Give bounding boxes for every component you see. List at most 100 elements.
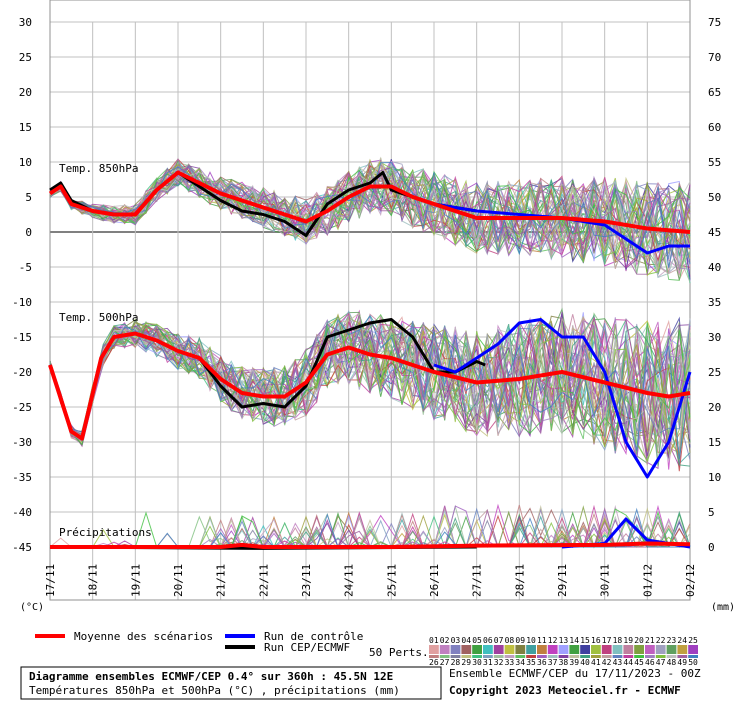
x-tick-label: 27/11	[471, 564, 484, 597]
pert-number: 24	[677, 636, 687, 645]
pert-number: 13	[559, 636, 569, 645]
pert-number: 21	[645, 636, 655, 645]
y-tick-label-left: -30	[12, 436, 32, 449]
series-line-t850	[48, 170, 691, 234]
y-tick-label-left: 0	[25, 226, 32, 239]
pert-number: 26	[429, 658, 439, 667]
pert-number: 16	[591, 636, 601, 645]
pert-number: 25	[688, 636, 698, 645]
footer-copyright: Copyright 2023 Meteociel.fr - ECMWF	[449, 684, 681, 697]
pert-number: 33	[505, 658, 515, 667]
x-tick-label: 28/11	[513, 564, 526, 597]
x-tick-label: 20/11	[172, 564, 185, 597]
pert-swatch	[569, 655, 580, 658]
pert-number: 29	[461, 658, 471, 667]
pert-swatch	[591, 655, 601, 658]
pert-number: 35	[526, 658, 536, 667]
pert-number: 11	[537, 636, 547, 645]
pert-swatch	[623, 645, 634, 654]
pert-swatch	[601, 645, 612, 654]
pert-number: 14	[569, 636, 579, 645]
pert-swatch	[472, 655, 482, 658]
pert-swatch	[439, 645, 450, 654]
pert-number: 45	[634, 658, 644, 667]
x-tick-label: 18/11	[87, 564, 100, 597]
pert-number: 04	[461, 636, 471, 645]
ensemble-member-t500	[49, 317, 691, 442]
pert-number: 19	[623, 636, 633, 645]
x-tick-label: 23/11	[300, 564, 313, 597]
pert-swatch	[688, 655, 698, 658]
pert-swatch	[666, 655, 677, 658]
pert-swatch	[429, 655, 439, 658]
pert-number: 49	[677, 658, 687, 667]
x-tick-label: 30/11	[599, 564, 612, 597]
pert-number: 37	[548, 658, 558, 667]
x-tick-label: 26/11	[428, 564, 441, 597]
x-tick-label: 17/11	[44, 564, 57, 597]
pert-swatch	[601, 655, 612, 658]
pert-swatch	[472, 645, 482, 654]
pert-swatch	[558, 645, 569, 654]
x-tick-label: 02/12	[684, 564, 697, 597]
pert-swatch	[655, 645, 666, 654]
pert-swatch	[515, 645, 526, 654]
y-tick-label-right: 30	[708, 331, 721, 344]
x-tick-label: 19/11	[129, 564, 142, 597]
pert-number: 10	[526, 636, 536, 645]
ensemble-member-t500	[49, 316, 691, 466]
pert-number: 39	[569, 658, 579, 667]
pert-number: 47	[656, 658, 666, 667]
pert-swatch	[558, 655, 569, 658]
y-tick-label-right: 65	[708, 86, 721, 99]
y-tick-label-right: 70	[708, 51, 721, 64]
pert-swatch	[461, 645, 472, 654]
pert-number: 05	[472, 636, 482, 645]
pert-swatch	[461, 655, 472, 658]
y-tick-label-right: 10	[708, 471, 721, 484]
pert-swatch	[666, 645, 677, 654]
pert-swatch	[547, 645, 558, 654]
pert-swatch	[580, 645, 590, 654]
y-tick-label-left: 30	[19, 16, 32, 29]
x-tick-label: 29/11	[556, 564, 569, 597]
pert-number: 32	[494, 658, 504, 667]
pert-number: 20	[634, 636, 644, 645]
panel-label-t500: Temp. 500hPa	[59, 311, 138, 324]
ensemble-member-t850	[49, 157, 691, 270]
pert-swatch	[483, 655, 493, 658]
y-tick-label-right: 50	[708, 191, 721, 204]
ensemble-member-t850	[49, 163, 691, 279]
footer-title-box	[20, 666, 442, 700]
ensemble-member-t850	[49, 162, 691, 283]
pert-swatch	[645, 655, 655, 658]
perturbation-color-key: 01 02 03 04 05 06 07 08 09 10 11 12 13 14 15 16 17 18 19 20…	[429, 636, 698, 667]
x-tick-label: 22/11	[257, 564, 270, 597]
y-tick-label-right: 45	[708, 226, 721, 239]
pert-swatch	[450, 655, 461, 658]
pert-number: 27	[440, 658, 450, 667]
legend-label-perts: 50 Perts.	[369, 646, 429, 659]
pert-swatch	[493, 645, 504, 654]
footer-run-info: Ensemble ECMWF/CEP du 17/11/2023 - 00Z	[449, 667, 701, 680]
y-tick-label-right: 55	[708, 156, 721, 169]
pert-swatch	[634, 655, 644, 658]
y-tick-label-left: -35	[12, 471, 32, 484]
pert-number: 40	[580, 658, 590, 667]
pert-number: 12	[548, 636, 558, 645]
right-unit-label: (mm)	[711, 602, 735, 613]
plot-frame	[49, 0, 691, 601]
ensemble-member-t500	[49, 314, 691, 447]
panel-label-t850: Temp. 850hPa	[59, 162, 138, 175]
pert-number: 30	[472, 658, 482, 667]
pert-swatch	[569, 645, 580, 654]
pert-swatch	[493, 655, 504, 658]
y-tick-label-left: -20	[12, 366, 32, 379]
pert-swatch	[504, 645, 515, 654]
pert-swatch	[655, 655, 666, 658]
y-tick-label-right: 60	[708, 121, 721, 134]
pert-number: 34	[515, 658, 525, 667]
ensemble-member-t500	[49, 322, 691, 451]
